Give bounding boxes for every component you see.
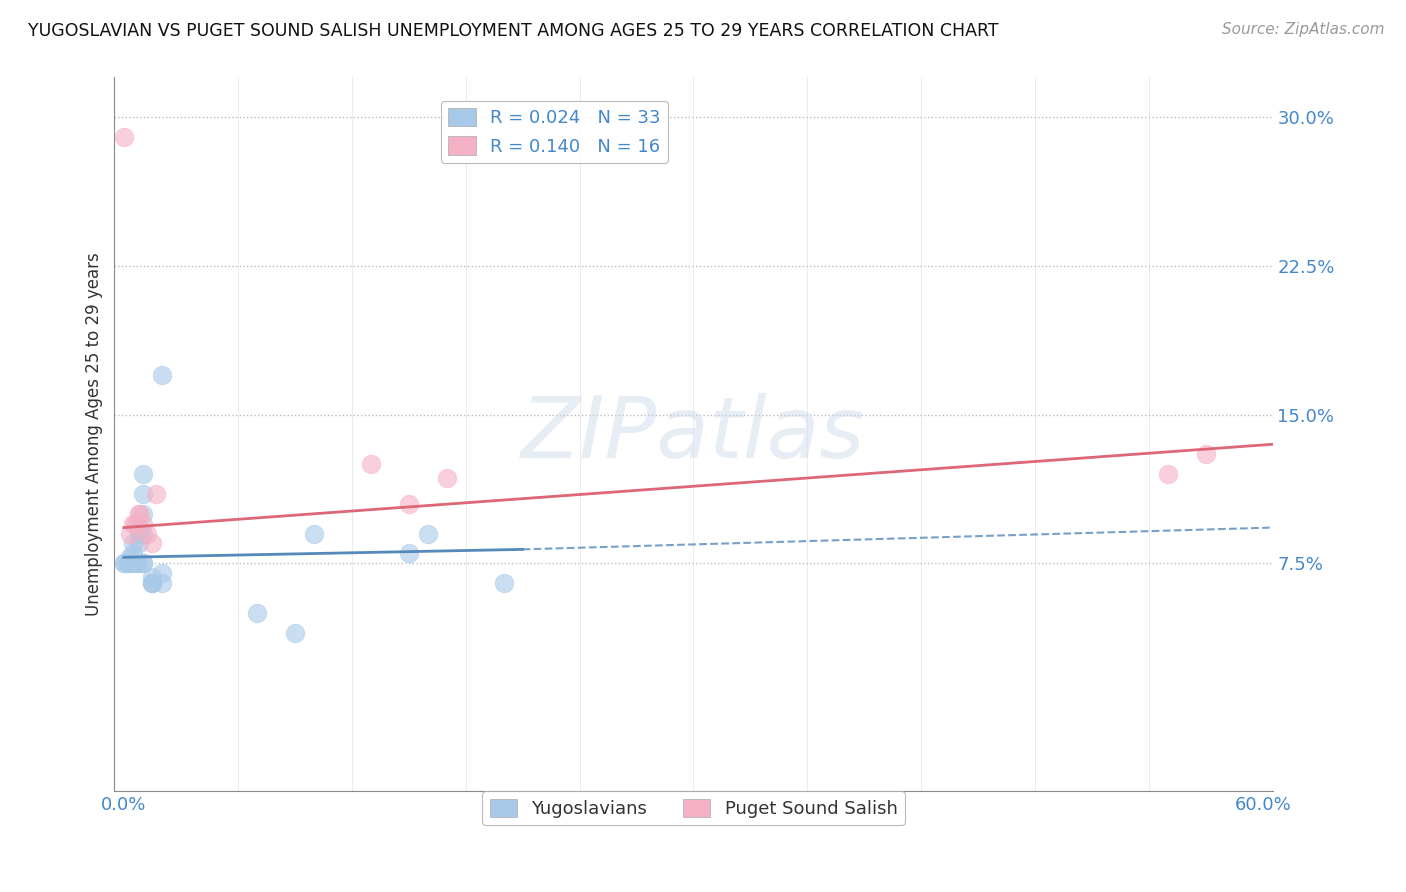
Point [128, 520, 150, 534]
Point [128, 536, 150, 550]
Point [141, 576, 163, 591]
Point [492, 576, 515, 591]
Point [135, 526, 157, 541]
Point [118, 550, 141, 565]
Point [122, 536, 145, 550]
Point [127, 556, 149, 570]
Point [360, 457, 382, 471]
Point [132, 487, 155, 501]
Point [127, 516, 149, 531]
Point [150, 576, 173, 591]
Point [132, 516, 155, 531]
Point [112, 556, 135, 570]
Point [1157, 467, 1180, 481]
Point [122, 516, 145, 531]
Point [150, 368, 173, 382]
Point [128, 507, 150, 521]
Point [117, 556, 139, 570]
Text: ZIPatlas: ZIPatlas [522, 392, 866, 475]
Point [122, 556, 145, 570]
Point [132, 556, 155, 570]
Point [141, 576, 163, 591]
Point [132, 556, 155, 570]
Point [398, 546, 420, 560]
Point [398, 497, 420, 511]
Point [284, 625, 307, 640]
Point [132, 467, 155, 481]
Point [246, 606, 269, 620]
Point [132, 507, 155, 521]
Text: YUGOSLAVIAN VS PUGET SOUND SALISH UNEMPLOYMENT AMONG AGES 25 TO 29 YEARS CORRELA: YUGOSLAVIAN VS PUGET SOUND SALISH UNEMPL… [28, 22, 998, 40]
Point [124, 516, 146, 531]
Point [112, 556, 135, 570]
Point [141, 536, 163, 550]
Point [150, 566, 173, 581]
Point [128, 507, 150, 521]
Point [118, 556, 141, 570]
Point [127, 556, 149, 570]
Point [118, 526, 141, 541]
Point [302, 526, 325, 541]
Point [145, 487, 167, 501]
Point [1195, 447, 1218, 461]
Point [122, 546, 145, 560]
Point [112, 130, 135, 145]
Text: Source: ZipAtlas.com: Source: ZipAtlas.com [1222, 22, 1385, 37]
Legend: Yugoslavians, Puget Sound Salish: Yugoslavians, Puget Sound Salish [482, 791, 904, 825]
Point [132, 526, 155, 541]
Y-axis label: Unemployment Among Ages 25 to 29 years: Unemployment Among Ages 25 to 29 years [86, 252, 103, 616]
Point [416, 526, 439, 541]
Point [117, 556, 139, 570]
Point [141, 576, 163, 591]
Point [141, 570, 163, 584]
Point [128, 526, 150, 541]
Point [436, 471, 458, 485]
